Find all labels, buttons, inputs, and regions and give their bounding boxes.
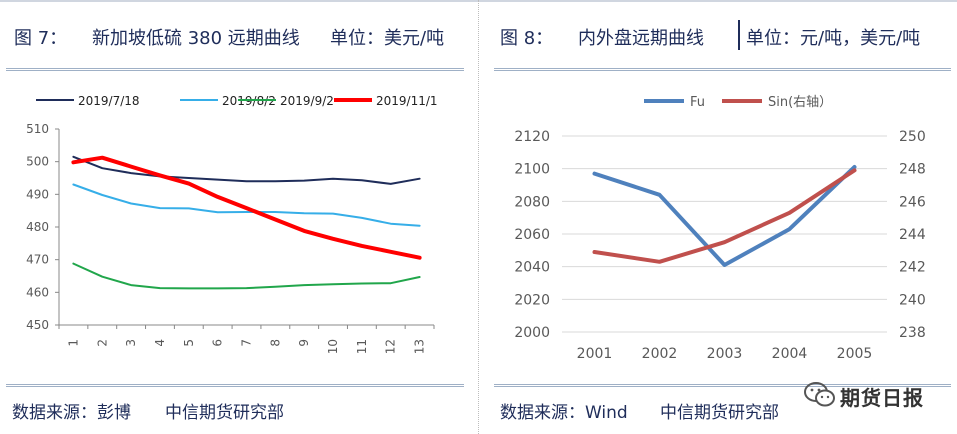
- x-tick-label-1: 1: [66, 339, 80, 347]
- watermark-text: 期货日报: [840, 386, 924, 410]
- left-lines: [71, 155, 422, 290]
- left-figure-label: 图 7：: [14, 28, 68, 49]
- y-tick-label-460: 460: [26, 285, 49, 299]
- x-tick-label-2003: 2003: [707, 346, 743, 362]
- y-tick-label-500: 500: [26, 155, 49, 169]
- right-org: 中信期货研究部: [660, 403, 779, 423]
- right-legend: Fu Sin(右轴）: [644, 95, 832, 110]
- left-panel: 图 7： 新加坡低硫 380 远期曲线 单位：美元/吨 2019/7/18 201…: [0, 0, 470, 434]
- right-chart-unit: 单位：元/吨，美元/吨: [746, 28, 921, 49]
- panel-divider: [478, 0, 479, 434]
- header-separator: [738, 20, 740, 50]
- right-source: 数据来源：Wind: [500, 403, 628, 423]
- x-tick-label-2002: 2002: [642, 346, 678, 362]
- y-left-tick-label-2020: 2020: [514, 292, 550, 308]
- x-tick-label-5: 5: [182, 339, 196, 347]
- series-line-2019/7/18: [72, 155, 421, 185]
- left-org: 中信期货研究部: [165, 403, 284, 423]
- series-line-Sin(右轴）: [592, 168, 857, 264]
- x-tick-label-12: 12: [384, 339, 398, 354]
- right-chart: Fu Sin(右轴） 2000 2020 2040 2060 2080 2100 2120 23…: [514, 95, 926, 362]
- left-header-rule: [6, 68, 464, 71]
- series-line-2019/8/2: [72, 183, 421, 227]
- y-left-tick-label-2100: 2100: [514, 162, 550, 178]
- x-tick-label-2004: 2004: [772, 346, 808, 362]
- legend-label-2019/9/2: 2019/9/2: [280, 94, 334, 108]
- legend-label-Fu: Fu: [690, 95, 705, 110]
- legend-label-Sin(右轴）: Sin(右轴）: [768, 95, 832, 110]
- right-footer-rule: [494, 384, 951, 387]
- y-left-tick-label-2040: 2040: [514, 260, 550, 276]
- x-tick-label-8: 8: [268, 339, 282, 347]
- y-right-tick-label-240: 240: [899, 292, 926, 308]
- right-chart-title: 内外盘远期曲线: [578, 28, 704, 49]
- y-right-tick-label-242: 242: [899, 260, 926, 276]
- series-line-2019/11/1: [71, 155, 422, 260]
- x-tick-label-2: 2: [95, 339, 109, 347]
- y-left-tick-label-2060: 2060: [514, 227, 550, 243]
- x-tick-label-6: 6: [211, 339, 225, 347]
- y-tick-label-510: 510: [26, 122, 49, 136]
- right-panel: 图 8： 内外盘远期曲线 单位：元/吨，美元/吨 Fu Sin(右轴） 2000 2…: [488, 0, 957, 434]
- series-line-2019/9/2: [72, 262, 421, 290]
- y-right-tick-label-250: 250: [899, 129, 926, 145]
- x-tick-label-2001: 2001: [577, 346, 613, 362]
- y-right-tick-label-244: 244: [899, 227, 926, 243]
- y-tick-label-490: 490: [26, 187, 49, 201]
- y-right-tick-label-248: 248: [899, 162, 926, 178]
- y-tick-label-470: 470: [26, 253, 49, 267]
- watermark: 期货日报: [804, 378, 949, 412]
- y-right-tick-label-238: 238: [899, 325, 926, 341]
- left-chart-unit: 单位：美元/吨: [330, 28, 445, 49]
- left-panel-header: 图 7： 新加坡低硫 380 远期曲线 单位：美元/吨: [0, 0, 470, 70]
- x-tick-label-13: 13: [413, 339, 427, 354]
- right-figure-label: 图 8：: [500, 28, 554, 49]
- x-tick-label-11: 11: [355, 339, 369, 354]
- y-tick-label-480: 480: [26, 220, 49, 234]
- x-tick-label-10: 10: [326, 339, 340, 354]
- x-tick-label-3: 3: [124, 339, 138, 347]
- right-panel-header: 图 8： 内外盘远期曲线 单位：元/吨，美元/吨: [488, 0, 957, 70]
- left-footer-rule: [6, 384, 464, 387]
- x-tick-label-4: 4: [153, 339, 167, 347]
- x-tick-label-7: 7: [240, 339, 254, 347]
- y-left-tick-label-2000: 2000: [514, 325, 550, 341]
- wechat-icon: [804, 382, 835, 407]
- left-source: 数据来源：彭博: [12, 403, 131, 423]
- y-right-tick-label-246: 246: [899, 194, 926, 210]
- left-chart-title: 新加坡低硫 380 远期曲线: [92, 28, 300, 49]
- legend-label-2019/7/18: 2019/7/18: [78, 94, 140, 108]
- y-left-tick-label-2120: 2120: [514, 129, 550, 145]
- legend-label-2019/11/1: 2019/11/1: [376, 94, 438, 108]
- right-header-rule: [494, 68, 951, 71]
- x-tick-label-9: 9: [297, 339, 311, 347]
- x-tick-label-2005: 2005: [837, 346, 873, 362]
- series-line-Fu: [592, 165, 857, 267]
- right-lines: [592, 165, 857, 267]
- y-tick-label-450: 450: [26, 318, 49, 332]
- y-left-tick-label-2080: 2080: [514, 194, 550, 210]
